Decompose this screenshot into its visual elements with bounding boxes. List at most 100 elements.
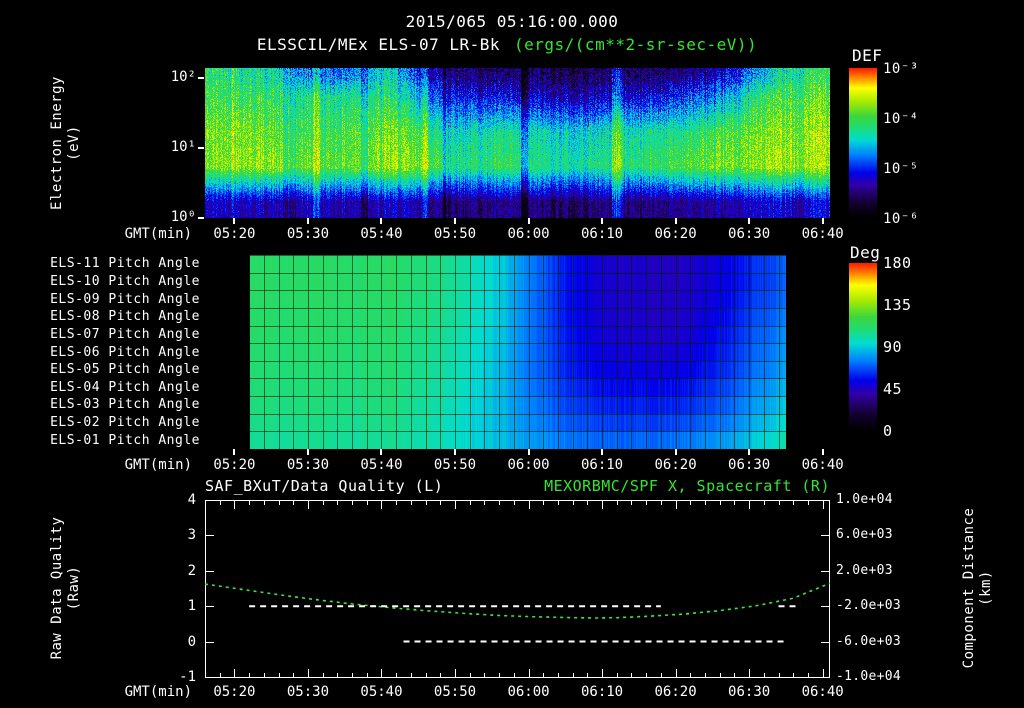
- time-tick-mark: [601, 218, 604, 224]
- time-tick-mark: [601, 449, 604, 455]
- bottom-right-y-axis-label: Component Distance (km): [961, 508, 995, 669]
- plot-title: ELSSCIL/MEx ELS-07 LR-Bk (ergs/(cm**2-sr-…: [0, 35, 1014, 54]
- colorbar-tick-label: 90: [883, 338, 903, 356]
- time-tick-mark: [454, 218, 456, 224]
- left-axis-tick-label: 4: [187, 492, 196, 508]
- time-tick-label: 06:40: [801, 226, 844, 242]
- pitch-angle-row-labels: ELS-11 Pitch Angle ELS-10 Pitch Angle ELS-…: [0, 255, 200, 449]
- time-tick-label: 06:20: [654, 684, 697, 700]
- pitch-row-label: ELS-08 Pitch Angle: [50, 309, 200, 325]
- time-tick-mark: [674, 449, 677, 455]
- time-tick-mark: [527, 449, 530, 455]
- colorbar-tick-label: 135: [883, 296, 912, 314]
- time-tick-label: 06:30: [728, 226, 771, 242]
- time-tick-label: 06:30: [728, 684, 771, 700]
- time-tick-label: 06:20: [654, 457, 697, 473]
- time-tick-label: 06:00: [507, 226, 550, 242]
- time-tick-mark: [674, 218, 677, 224]
- time-tick-mark: [454, 449, 456, 455]
- spectrogram-y-axis-label-line1: Electron Energy: [49, 76, 65, 210]
- spectrogram-y-axis-label-line2: (eV): [66, 125, 82, 161]
- colorbar-tick-label: 0: [883, 422, 893, 440]
- gmt-axis-label: GMT(min): [124, 226, 192, 242]
- time-tick-label: 06:40: [801, 457, 844, 473]
- time-tick-label: 05:20: [213, 457, 256, 473]
- time-tick-label: 05:20: [213, 226, 256, 242]
- time-tick-label: 06:10: [580, 684, 624, 700]
- energy-tick-label: 10⁰: [170, 209, 196, 225]
- energy-tick-label: 10¹: [170, 139, 196, 156]
- left-series-title: SAF_BXuT/Data Quality (L): [205, 477, 444, 495]
- colorbar-tick-label: 10⁻³: [883, 61, 919, 77]
- energy-tick-mark: [198, 217, 204, 219]
- quality-distance-chart: [205, 500, 830, 678]
- time-tick-label: 06:00: [507, 457, 550, 473]
- time-tick-label: 05:30: [286, 457, 330, 473]
- time-tick-mark: [380, 449, 383, 455]
- time-tick-label: 06:00: [507, 684, 550, 700]
- pitch-row-label: ELS-03 Pitch Angle: [50, 397, 200, 413]
- time-tick-mark: [380, 218, 383, 224]
- left-axis-tick-label: 1: [187, 598, 196, 615]
- time-tick-mark: [233, 449, 236, 455]
- bottom-left-y-axis-label-line1: Raw Data Quality: [49, 516, 65, 660]
- time-tick-label: 06:10: [580, 226, 624, 242]
- bottom-left-y-axis-label-line2: (Raw): [66, 565, 82, 611]
- time-tick-label: 05:30: [286, 684, 330, 700]
- deg-colorbar-title: Deg: [850, 243, 881, 262]
- time-tick-label: 05:40: [360, 226, 403, 242]
- left-axis-tick-label: 0: [187, 633, 196, 650]
- gmt-axis-label: GMT(min): [124, 684, 192, 700]
- electron-energy-spectrogram: [205, 68, 830, 218]
- time-tick-label: 05:50: [433, 457, 477, 473]
- left-axis-tick-label: 2: [187, 562, 196, 579]
- pitch-row-label: ELS-04 Pitch Angle: [50, 379, 200, 395]
- colorbar-tick-label: 180: [883, 254, 912, 272]
- pitch-row-label: ELS-02 Pitch Angle: [50, 415, 200, 431]
- left-axis-tick-label: 3: [187, 527, 196, 544]
- pitch-row-label: ELS-01 Pitch Angle: [50, 432, 200, 448]
- pitch-row-label: ELS-10 Pitch Angle: [50, 273, 200, 289]
- time-tick-label: 06:10: [580, 457, 624, 473]
- time-tick-mark: [748, 449, 751, 455]
- right-axis-tick-label: 6.0e+03: [836, 527, 893, 543]
- time-tick-mark: [527, 218, 530, 224]
- time-tick-label: 05:40: [360, 684, 403, 700]
- colorbar-tick-label: 45: [883, 380, 903, 398]
- pitch-row-label: ELS-06 Pitch Angle: [50, 344, 200, 360]
- deg-colorbar: [849, 263, 877, 431]
- time-tick-mark: [748, 218, 751, 224]
- right-axis-tick-label: -6.0e+03: [836, 633, 902, 649]
- pitch-row-label: ELS-09 Pitch Angle: [50, 291, 200, 307]
- colorbar-tick-label: 10⁻⁶: [883, 211, 919, 227]
- time-axis-pitch: GMT(min) 05:20 05:30 05:40 05:50 06:00 06:10 06…: [0, 449, 1024, 477]
- time-tick-mark: [821, 218, 824, 224]
- time-tick-label: 06:40: [801, 684, 844, 700]
- bottom-right-y-axis-label-line1: Component Distance: [961, 507, 977, 669]
- time-tick-label: 06:30: [728, 457, 771, 473]
- right-axis-tick-label: 1.0e+04: [836, 492, 893, 507]
- time-tick-label: 05:40: [360, 457, 403, 473]
- gmt-axis-label: GMT(min): [124, 457, 192, 473]
- bottom-panel-titles: SAF_BXuT/Data Quality (L) MEXORBMC/SPF X…: [205, 477, 830, 495]
- time-tick-label: 06:20: [654, 226, 697, 242]
- right-axis-tick-label: 2.0e+03: [836, 562, 893, 578]
- page-title: 2015/065 05:16:00.000: [405, 12, 619, 31]
- right-axis-tick-label: -2.0e+03: [836, 598, 902, 614]
- time-tick-label: 05:50: [433, 226, 477, 242]
- energy-tick-label: 10²: [170, 69, 196, 86]
- time-tick-label: 05:30: [286, 226, 330, 242]
- time-tick-mark: [821, 449, 824, 455]
- left-axis-tick-label: -1: [179, 669, 196, 685]
- units-title: (ergs/(cm**2-sr-sec-eV)): [514, 35, 758, 54]
- colorbar-tick-label: 10⁻⁴: [883, 111, 919, 127]
- def-colorbar-title: DEF: [852, 46, 883, 65]
- bottom-left-y-axis-label: Raw Data Quality (Raw): [49, 517, 83, 660]
- pitch-row-label: ELS-11 Pitch Angle: [50, 256, 200, 272]
- time-tick-label: 05:20: [213, 684, 256, 700]
- time-axis-spectrogram: GMT(min) 05:20 05:30 05:40 05:50 06:00 06:10 06…: [0, 218, 1024, 246]
- colorbar-tick-label: 10⁻⁵: [883, 161, 919, 177]
- right-axis-tick-label: -1.0e+04: [836, 669, 902, 684]
- pitch-angle-heatmap: [205, 255, 830, 449]
- time-tick-mark: [306, 449, 309, 455]
